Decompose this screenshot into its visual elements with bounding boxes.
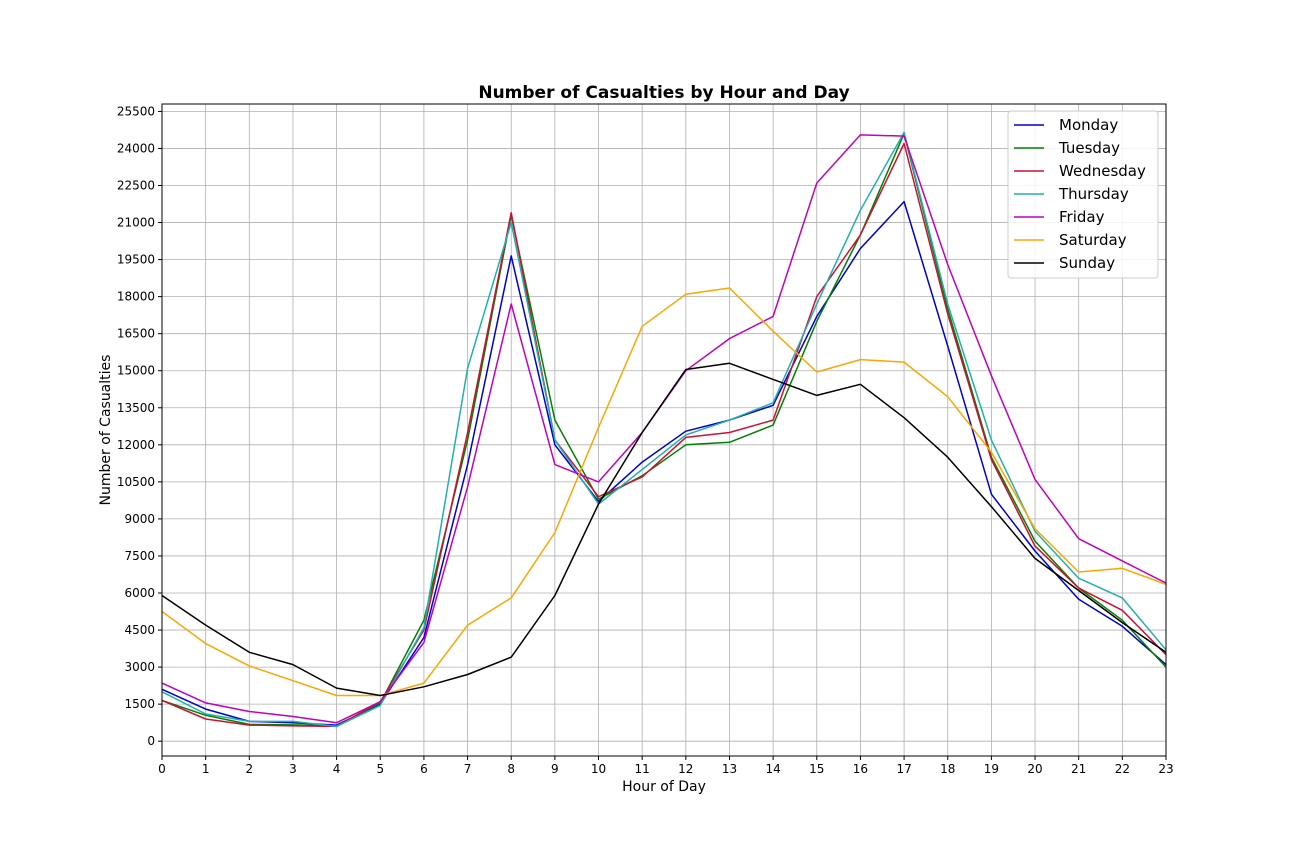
y-tick-label: 10500 — [117, 475, 155, 489]
x-tick-label: 23 — [1158, 762, 1173, 776]
y-tick-label: 1500 — [124, 697, 155, 711]
legend-item-saturday: Saturday — [1014, 231, 1127, 249]
legend-label: Saturday — [1059, 231, 1127, 249]
y-tick-label: 7500 — [124, 549, 155, 563]
x-tick-label: 13 — [722, 762, 737, 776]
series-line-monday — [161, 200, 1167, 726]
x-tick-label: 20 — [1027, 762, 1042, 776]
x-tick-label: 10 — [591, 762, 606, 776]
plot-area — [161, 103, 1167, 757]
x-tick-label: 16 — [853, 762, 868, 776]
x-tick-label: 3 — [289, 762, 297, 776]
x-tick-label: 9 — [551, 762, 559, 776]
y-tick-label: 13500 — [117, 401, 155, 415]
x-tick-label: 2 — [245, 762, 253, 776]
x-tick-label: 7 — [464, 762, 472, 776]
y-tick-label: 21000 — [117, 216, 155, 230]
y-tick-label: 6000 — [124, 586, 155, 600]
x-tick-label: 5 — [376, 762, 384, 776]
x-tick-label: 8 — [507, 762, 515, 776]
legend: Monday Tuesday Wednesday Thursday Friday Satu… — [1007, 110, 1159, 279]
x-tick-label: 14 — [765, 762, 780, 776]
x-tick-label: 19 — [984, 762, 999, 776]
y-axis-ticks: 0 1500 3000 4500 6000 7500 9000 10500 12000 13500… — [117, 104, 162, 748]
x-axis-ticks: 0 1 2 3 4 5 6 7 8 9 10 11 12 13 14 15 16 17 18 19 20 21 22 23 — [158, 756, 1174, 776]
legend-item-monday: Monday — [1014, 116, 1118, 134]
chart-title: Number of Casualties by Hour and Day — [478, 83, 849, 103]
x-tick-label: 18 — [940, 762, 955, 776]
y-tick-label: 25500 — [117, 104, 155, 118]
legend-item-thursday: Thursday — [1014, 185, 1129, 203]
legend-item-friday: Friday — [1014, 208, 1105, 226]
y-tick-label: 9000 — [124, 512, 155, 526]
series-line-sunday — [161, 362, 1167, 697]
x-tick-label: 22 — [1115, 762, 1130, 776]
series-line-saturday — [161, 287, 1167, 697]
legend-item-sunday: Sunday — [1014, 254, 1115, 272]
x-tick-label: 21 — [1071, 762, 1086, 776]
series-lines — [161, 131, 1167, 728]
legend-label: Wednesday — [1059, 162, 1146, 180]
legend-item-tuesday: Tuesday — [1014, 139, 1120, 157]
y-tick-label: 12000 — [117, 438, 155, 452]
y-tick-label: 15000 — [117, 364, 155, 378]
y-tick-label: 16500 — [117, 327, 155, 341]
legend-label: Thursday — [1058, 185, 1129, 203]
x-tick-label: 1 — [202, 762, 210, 776]
y-tick-label: 19500 — [117, 253, 155, 267]
y-tick-label: 0 — [147, 734, 155, 748]
grid — [161, 104, 1167, 756]
y-tick-label: 3000 — [124, 660, 155, 674]
legend-label: Tuesday — [1058, 139, 1120, 157]
y-tick-label: 24000 — [117, 141, 155, 155]
series-line-thursday — [161, 131, 1167, 728]
y-tick-label: 22500 — [117, 179, 155, 193]
x-tick-label: 17 — [896, 762, 911, 776]
legend-label: Monday — [1059, 116, 1118, 134]
x-axis-label: Hour of Day — [622, 779, 706, 795]
y-axis-label: Number of Casualties — [98, 355, 114, 506]
legend-label: Sunday — [1059, 254, 1115, 272]
x-tick-label: 12 — [678, 762, 693, 776]
x-tick-label: 4 — [333, 762, 341, 776]
legend-item-wednesday: Wednesday — [1014, 162, 1146, 180]
legend-box — [1007, 110, 1159, 279]
x-tick-label: 6 — [420, 762, 428, 776]
y-tick-label: 18000 — [117, 290, 155, 304]
x-tick-label: 11 — [635, 762, 650, 776]
y-tick-label: 4500 — [124, 623, 155, 637]
legend-label: Friday — [1059, 208, 1105, 226]
x-tick-label: 0 — [158, 762, 166, 776]
x-tick-label: 15 — [809, 762, 824, 776]
